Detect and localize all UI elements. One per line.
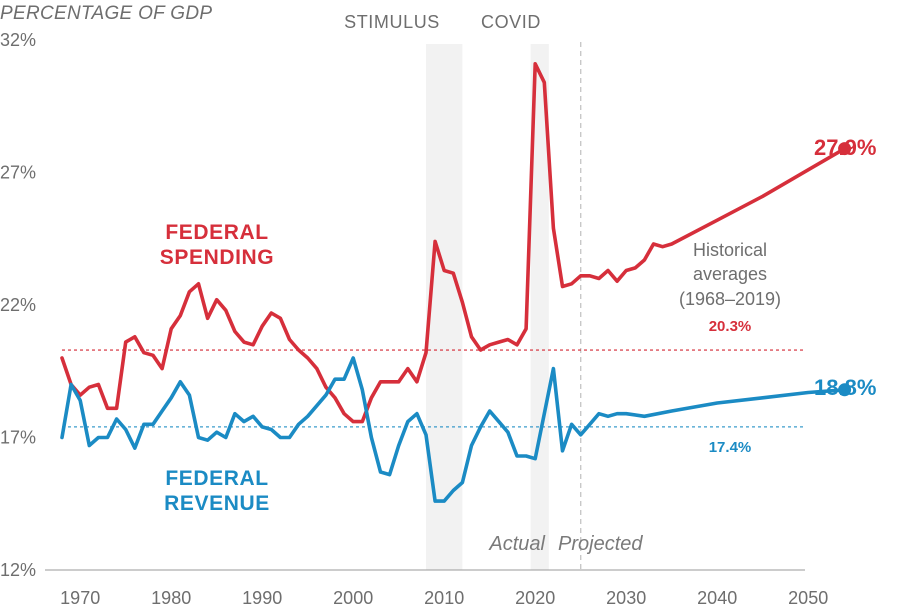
historical-note-line: averages [693,264,767,284]
x-axis-ticks: 1970 1980 1990 2000 2010 2020 2030 2040 2050 [60,588,828,608]
series-line [60,62,847,424]
actual-period-label: Actual [488,533,545,555]
stimulus-label: STIMULUS [344,12,440,32]
historical-average-lines [62,349,805,428]
revenue-series-label: REVENUE [164,492,270,515]
y-tick-label: 32% [0,30,36,50]
x-tick-label: 1980 [151,588,191,608]
end-point-marker [838,142,852,156]
covid-label: COVID [481,12,541,32]
x-tick-label: 2030 [606,588,646,608]
x-tick-label: 2050 [788,588,828,608]
x-tick-label: 2020 [515,588,555,608]
y-tick-label: 12% [0,560,36,580]
series-line [60,356,847,503]
y-tick-label: 17% [0,428,36,448]
y-tick-label: 22% [0,295,36,315]
x-tick-label: 2000 [333,588,373,608]
x-tick-label: 2040 [697,588,737,608]
spending-series-label: FEDERAL [165,221,268,244]
grid [45,42,805,571]
x-tick-label: 1990 [242,588,282,608]
historical-note-line: (1968–2019) [679,289,781,309]
y-tick-label: 27% [0,163,36,183]
revenue-series-label: FEDERAL [165,467,268,490]
projected-period-label: Projected [558,533,643,555]
end-point-marker [838,383,852,397]
series-lines [60,62,847,503]
historical-note-line: Historical [693,240,767,260]
end-markers [838,142,852,397]
x-tick-label: 1970 [60,588,100,608]
spending-series-label: SPENDING [160,246,275,269]
shaded-band [530,44,549,570]
x-tick-label: 2010 [424,588,464,608]
y-axis-ticks: 32% 27% 22% 17% 12% [0,30,36,580]
spending-average-label: 20.3% [709,318,752,335]
shaded-periods [426,44,549,570]
y-axis-label: PERCENTAGE OF GDP [0,3,212,24]
revenue-average-label: 17.4% [709,439,752,456]
spending-end-label: 27.9% [814,135,876,160]
revenue-end-label: 18.8% [814,375,876,400]
